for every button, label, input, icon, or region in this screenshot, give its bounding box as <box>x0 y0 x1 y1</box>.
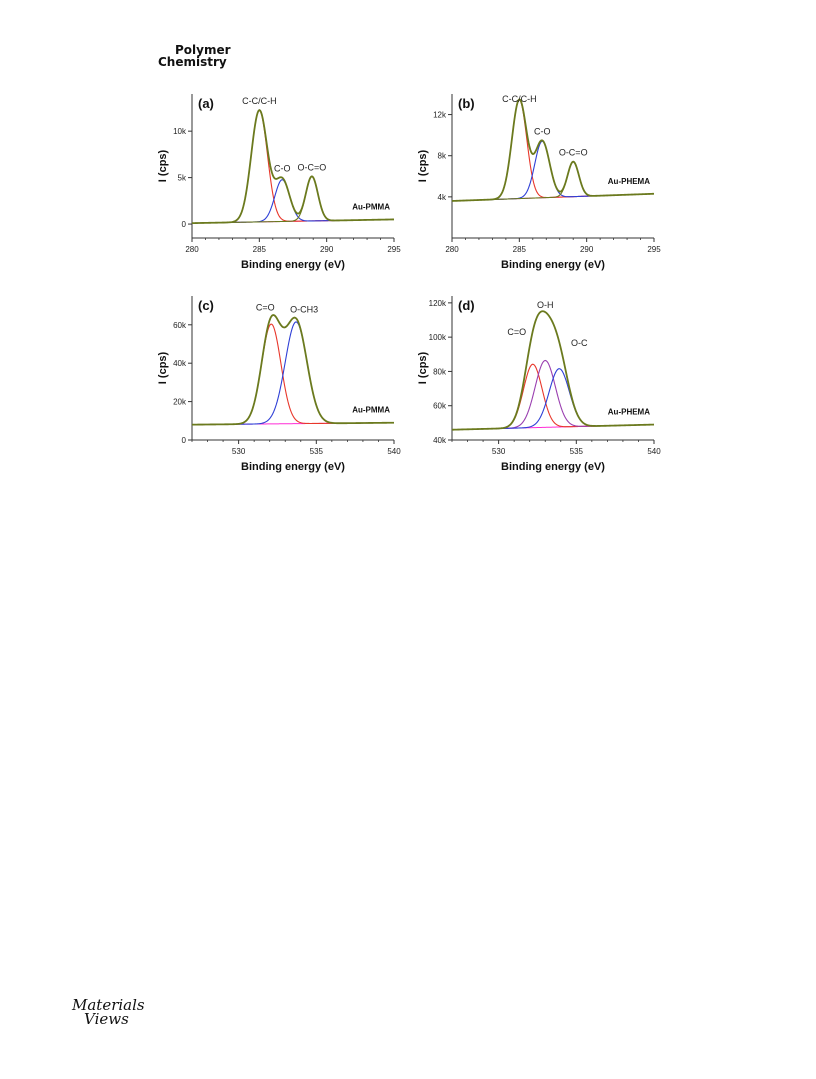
y-tick-label: 80k <box>433 367 447 376</box>
peak-label: C-C/C-H <box>242 96 276 106</box>
sample-label: Au-PHEMA <box>608 177 650 186</box>
peak-label: O-C=O <box>559 148 588 158</box>
x-tick-label: 285 <box>253 245 267 254</box>
y-axis-label: I (cps) <box>157 149 169 182</box>
panel-label: (b) <box>458 96 475 111</box>
sample-label: Au-PHEMA <box>608 408 650 417</box>
journal-title-line2: Chemistry <box>158 55 227 69</box>
component-peak-3 <box>191 175 395 224</box>
peak-label: C=O <box>256 303 275 313</box>
x-tick-label: 290 <box>580 245 594 254</box>
peak-label: C-O <box>274 164 291 174</box>
y-tick-label: 12k <box>433 111 447 120</box>
x-axis-label: Binding energy (eV) <box>501 461 605 473</box>
y-tick-label: 5k <box>178 174 187 183</box>
x-tick-label: 290 <box>320 245 334 254</box>
y-tick-label: 10k <box>173 127 187 136</box>
component-peak-2 <box>451 140 655 202</box>
y-tick-label: 60k <box>173 321 187 330</box>
y-tick-label: 4k <box>438 193 447 202</box>
peak-label: O-CH3 <box>290 304 318 314</box>
x-axis-label: Binding energy (eV) <box>241 259 345 271</box>
y-tick-label: 60k <box>433 402 447 411</box>
fitted-envelope <box>451 98 655 202</box>
journal-title: Polymer Chemistry <box>158 44 231 68</box>
component-peak-2 <box>191 179 395 224</box>
x-tick-label: 295 <box>387 245 401 254</box>
publisher-logo-line1: Materials <box>72 996 145 1014</box>
x-tick-label: 535 <box>310 447 324 456</box>
chart-panel-b: 280 285 290 295 4k 8k 12k Binding energy (eV) I … <box>410 88 672 283</box>
peak-label: C-C/C-H <box>502 94 537 104</box>
y-tick-label: 8k <box>438 152 447 161</box>
chart-c-svg: 530 535 540 0 20k 40k 60k Binding energy (eV) I … <box>157 296 401 473</box>
panel-label: (a) <box>198 96 214 111</box>
chart-d-svg: 530 535 540 40k 60k 80k 100k 120k Binding energy… <box>417 296 661 473</box>
chart-panel-c: 530 535 540 0 20k 40k 60k Binding energy (eV) I … <box>150 290 412 485</box>
journal-title-line1: Polymer <box>175 43 231 57</box>
fitted-envelope <box>191 108 395 225</box>
x-tick-label: 540 <box>647 447 661 456</box>
y-tick-label: 40k <box>433 436 447 445</box>
x-axis-label: Binding energy (eV) <box>501 259 605 271</box>
fitted-envelope <box>451 310 655 431</box>
peak-label: O-C=O <box>297 162 326 172</box>
chart-b-svg: 280 285 290 295 4k 8k 12k Binding energy (eV) I … <box>417 94 661 271</box>
sample-label: Au-PMMA <box>352 202 390 211</box>
panel-label: (d) <box>458 298 475 313</box>
y-tick-label: 100k <box>429 333 447 342</box>
y-axis-label: I (cps) <box>417 149 429 182</box>
y-tick-label: 120k <box>429 299 447 308</box>
publisher-logo-line2: Views <box>84 1010 129 1028</box>
x-tick-label: 295 <box>647 245 661 254</box>
peak-label: C=O <box>507 327 526 337</box>
peak-label: C-O <box>534 126 551 136</box>
panel-label: (c) <box>198 298 214 313</box>
chart-panel-a: 280 285 290 295 0 5k 10k Binding energy (eV) I (… <box>150 88 412 283</box>
x-tick-label: 285 <box>513 245 527 254</box>
x-tick-label: 530 <box>492 447 506 456</box>
x-tick-label: 540 <box>387 447 401 456</box>
x-tick-label: 280 <box>445 245 459 254</box>
component-peak-2 <box>451 359 655 431</box>
x-tick-label: 280 <box>185 245 199 254</box>
peak-label: O-C <box>571 338 588 348</box>
x-axis-label: Binding energy (eV) <box>241 461 345 473</box>
x-tick-label: 530 <box>232 447 246 456</box>
publisher-logo: Materials Views <box>72 996 145 1028</box>
y-axis-label: I (cps) <box>157 351 169 384</box>
y-tick-label: 0 <box>182 220 187 229</box>
chart-panel-d: 530 535 540 40k 60k 80k 100k 120k Binding energy… <box>410 290 672 485</box>
fitted-envelope <box>191 314 395 426</box>
y-tick-label: 0 <box>182 436 187 445</box>
component-peak-1 <box>451 99 655 202</box>
sample-label: Au-PMMA <box>352 406 390 415</box>
y-axis-label: I (cps) <box>417 351 429 384</box>
y-tick-label: 40k <box>173 359 187 368</box>
y-tick-label: 20k <box>173 398 187 407</box>
chart-a-svg: 280 285 290 295 0 5k 10k Binding energy (eV) I (… <box>157 94 401 271</box>
x-tick-label: 535 <box>570 447 584 456</box>
peak-label: O-H <box>537 300 554 310</box>
component-peak-1 <box>451 363 655 431</box>
